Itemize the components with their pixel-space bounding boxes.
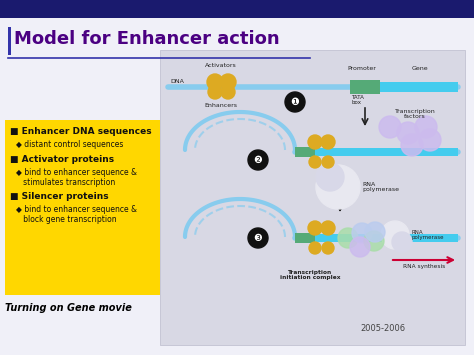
Text: ■ Activator proteins: ■ Activator proteins: [10, 155, 114, 164]
Text: stimulates transcription: stimulates transcription: [16, 178, 115, 187]
Circle shape: [285, 92, 305, 112]
Bar: [5, 120, 160, 295]
Bar: [380, 82, 458, 92]
Text: ◆ distant control sequences: ◆ distant control sequences: [16, 140, 123, 149]
Circle shape: [392, 232, 412, 252]
Circle shape: [379, 116, 401, 138]
Circle shape: [364, 231, 384, 251]
Bar: [295, 233, 315, 243]
Text: Transcription
initiation complex: Transcription initiation complex: [280, 269, 340, 280]
Circle shape: [316, 165, 360, 209]
Circle shape: [397, 122, 419, 144]
Circle shape: [308, 135, 322, 149]
Circle shape: [352, 223, 372, 243]
Circle shape: [401, 134, 423, 156]
Circle shape: [248, 150, 268, 170]
Circle shape: [415, 116, 437, 138]
Circle shape: [322, 156, 334, 168]
Circle shape: [338, 228, 358, 248]
Circle shape: [321, 135, 335, 149]
Text: Enhancers: Enhancers: [204, 103, 237, 108]
Bar: [315, 148, 458, 156]
Circle shape: [365, 222, 385, 242]
Text: RNA
polymerase: RNA polymerase: [362, 182, 399, 192]
Text: Activators: Activators: [205, 63, 237, 68]
Circle shape: [308, 221, 322, 235]
Circle shape: [221, 85, 235, 99]
Circle shape: [316, 163, 344, 191]
Bar: [315, 234, 458, 242]
Bar: [160, 50, 465, 345]
Text: Promoter: Promoter: [347, 66, 376, 71]
Circle shape: [248, 228, 268, 248]
Circle shape: [207, 74, 223, 90]
Bar: [8, 27, 11, 55]
Text: block gene transcription: block gene transcription: [16, 215, 117, 224]
Circle shape: [381, 221, 409, 249]
Circle shape: [350, 237, 370, 257]
Text: ❷: ❷: [254, 155, 263, 165]
Text: ◆ bind to enhancer sequence &: ◆ bind to enhancer sequence &: [16, 205, 137, 214]
Circle shape: [208, 85, 222, 99]
Text: RNA
polymerase: RNA polymerase: [412, 230, 445, 240]
Bar: [295, 147, 315, 157]
Text: Model for Enhancer action: Model for Enhancer action: [14, 30, 280, 48]
Text: Turning on Gene movie: Turning on Gene movie: [5, 303, 132, 313]
Text: ❶: ❶: [291, 97, 300, 107]
Bar: [350, 80, 380, 94]
Text: RNA synthesis: RNA synthesis: [403, 264, 445, 269]
Text: Gene: Gene: [412, 66, 428, 71]
Text: Transcription
factors: Transcription factors: [395, 109, 436, 119]
Circle shape: [220, 74, 236, 90]
Circle shape: [309, 156, 321, 168]
Text: 2005-2006: 2005-2006: [360, 324, 405, 333]
Circle shape: [321, 221, 335, 235]
Text: ◆ bind to enhancer sequence &: ◆ bind to enhancer sequence &: [16, 168, 137, 177]
Text: DNA: DNA: [170, 79, 184, 84]
Text: ■ Enhancer DNA sequences: ■ Enhancer DNA sequences: [10, 127, 152, 136]
Text: TATA
box: TATA box: [351, 94, 364, 105]
Circle shape: [309, 242, 321, 254]
Circle shape: [419, 129, 441, 151]
Text: ■ Silencer proteins: ■ Silencer proteins: [10, 192, 109, 201]
Text: ❸: ❸: [254, 233, 263, 243]
Circle shape: [322, 242, 334, 254]
Bar: [0, 0, 474, 18]
